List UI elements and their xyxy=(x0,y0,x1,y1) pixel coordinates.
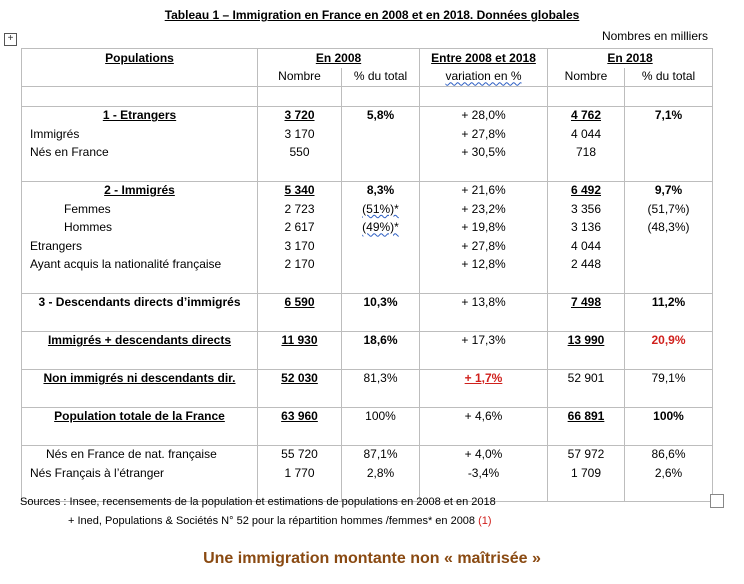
footer-heading: Une immigration montante non « maîtrisée… xyxy=(203,550,541,567)
table-move-handle-icon[interactable]: + xyxy=(4,33,17,46)
spacer-row xyxy=(21,388,713,407)
table-row: Nés Français à l’étranger 1 770 2,8% -3,… xyxy=(21,464,713,483)
sources-line-2-text: + Ined, Populations & Sociétés N° 52 pou… xyxy=(68,515,476,527)
unit-note: Nombres en milliers xyxy=(601,29,708,43)
header-pct-2008: % du total xyxy=(341,67,420,87)
table-row: Nés en France 550 + 30,5% 718 xyxy=(21,143,713,162)
table-row: 1 - Etrangers 3 720 5,8% + 28,0% 4 762 7… xyxy=(21,105,713,125)
table-row: Immigrés + descendants directs 11 930 18… xyxy=(21,330,713,350)
table-row: Ayant acquis la nationalité française 2 … xyxy=(21,255,713,274)
header-2008: En 2008 xyxy=(257,48,420,68)
table-row: Non immigrés ni descendants dir. 52 030 … xyxy=(21,368,713,388)
header-between: Entre 2008 et 2018 xyxy=(419,48,548,68)
table-row: Immigrés 3 170 + 27,8% 4 044 xyxy=(21,125,713,144)
table-row: Etrangers 3 170 + 27,8% 4 044 xyxy=(21,237,713,256)
table-resize-handle-icon[interactable] xyxy=(710,494,724,508)
table-row: 2 - Immigrés 5 340 8,3% + 21,6% 6 492 9,… xyxy=(21,180,713,200)
spacer-row xyxy=(21,350,713,369)
spacer-row xyxy=(21,482,713,502)
sources-line-1: Sources : Insee, recensements de la popu… xyxy=(20,496,496,508)
table-row: Population totale de la France 63 960 10… xyxy=(21,406,713,426)
spacer-row xyxy=(21,312,713,331)
spacer-row xyxy=(21,162,713,181)
header-row-1: Populations En 2008 Entre 2008 et 2018 E… xyxy=(21,48,713,68)
header-nombre-2008: Nombre xyxy=(257,67,342,87)
header-row-2: Nombre % du total variation en % Nombre … xyxy=(21,67,713,87)
sources-reference: (1) xyxy=(478,515,492,527)
header-variation: variation en % xyxy=(419,67,548,87)
header-nombre-2018: Nombre xyxy=(547,67,625,87)
header-populations: Populations xyxy=(21,48,258,68)
header-pct-2018: % du total xyxy=(624,67,713,87)
immigration-table: Populations En 2008 Entre 2008 et 2018 E… xyxy=(21,48,713,502)
spacer-row xyxy=(21,86,713,106)
header-2018: En 2018 xyxy=(547,48,713,68)
table-row: Nés en France de nat. française 55 720 8… xyxy=(21,444,713,464)
table-row: Femmes 2 723 (51%)* + 23,2% 3 356 (51,7%… xyxy=(21,200,713,219)
spacer-row xyxy=(21,426,713,445)
table-title: Tableau 1 – Immigration en France en 200… xyxy=(164,8,580,22)
spacer-row xyxy=(21,274,713,293)
sources-line-2: + Ined, Populations & Sociétés N° 52 pou… xyxy=(68,515,492,527)
table-row: Hommes 2 617 (49%)* + 19,8% 3 136 (48,3%… xyxy=(21,218,713,237)
table-row: 3 - Descendants directs d’immigrés 6 590… xyxy=(21,292,713,312)
